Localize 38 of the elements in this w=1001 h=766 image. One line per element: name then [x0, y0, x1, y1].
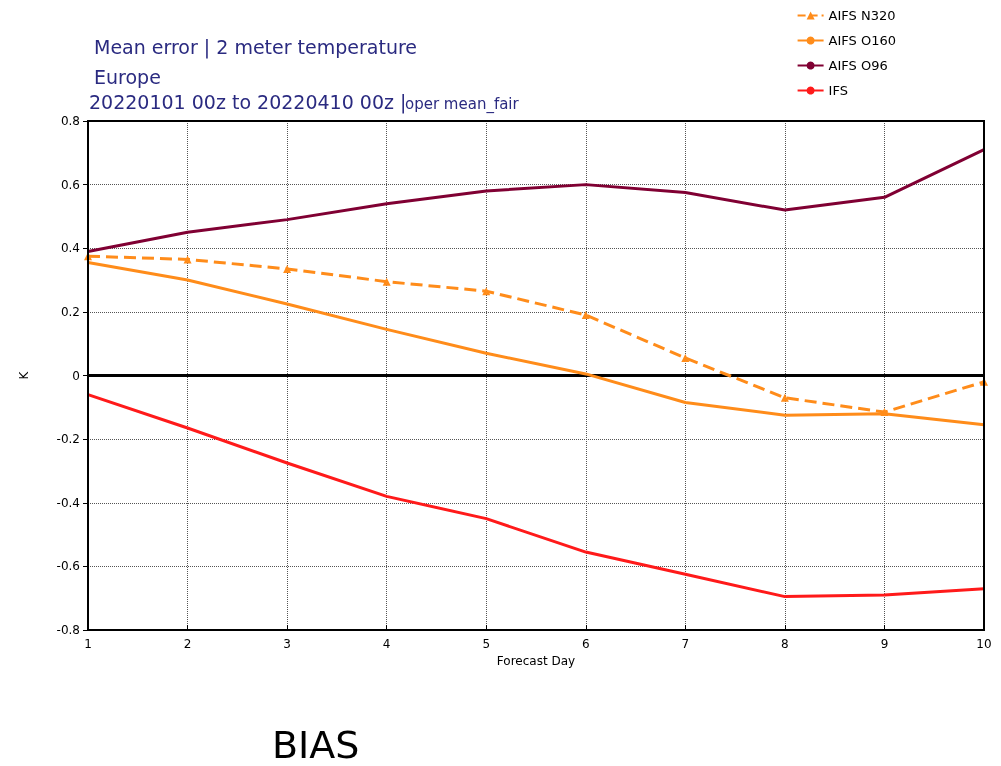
y-tick-label: 0.2 — [60, 304, 80, 319]
x-tick-label: 3 — [283, 637, 291, 651]
point — [283, 264, 292, 273]
point — [780, 393, 789, 402]
y-tick-label: 0.8 — [60, 114, 80, 128]
y-tick-label: 0.6 — [60, 177, 80, 192]
legend-label: AIFS O160 — [828, 33, 896, 48]
point — [880, 408, 889, 417]
legend-label: AIFS N320 — [828, 8, 896, 23]
x-tick-label: 2 — [183, 637, 192, 651]
x-tick-label: 9 — [880, 637, 889, 651]
point — [681, 354, 690, 362]
y-tick-label: -0.8 — [56, 623, 80, 637]
chart-subtitle: Europe — [94, 65, 161, 88]
x-axis-title: Forecast Day — [496, 653, 576, 668]
x-tick-label: 8 — [781, 637, 789, 651]
x-tick-label: 10 — [976, 637, 992, 651]
y-axis-title: K — [17, 370, 31, 380]
x-tick-label: 4 — [382, 637, 391, 651]
y-tick-label: -0.4 — [56, 495, 80, 510]
x-tick-label: 6 — [581, 637, 590, 651]
y-tick-label: -0.2 — [56, 432, 80, 447]
text: 20220101 00z to 20220410 00z | — [89, 90, 407, 114]
chart-title: Mean error | 2 meter temperature — [94, 35, 418, 59]
point — [382, 277, 391, 286]
text: oper mean_fair — [405, 94, 520, 114]
text: BIAS — [272, 723, 360, 766]
legend-label: AIFS O96 — [828, 58, 888, 73]
y-tick-label: -0.6 — [56, 559, 80, 574]
line-series — [86, 148, 986, 253]
y-tick-label: 0 — [72, 368, 80, 383]
x-tick-label: 5 — [482, 637, 491, 651]
legend-label: IFS — [828, 83, 848, 98]
line-series — [86, 393, 986, 599]
y-tick-label: 0.4 — [60, 241, 80, 256]
point — [183, 255, 192, 264]
x-tick-label: 7 — [681, 637, 690, 651]
x-tick-label: 1 — [84, 637, 92, 651]
